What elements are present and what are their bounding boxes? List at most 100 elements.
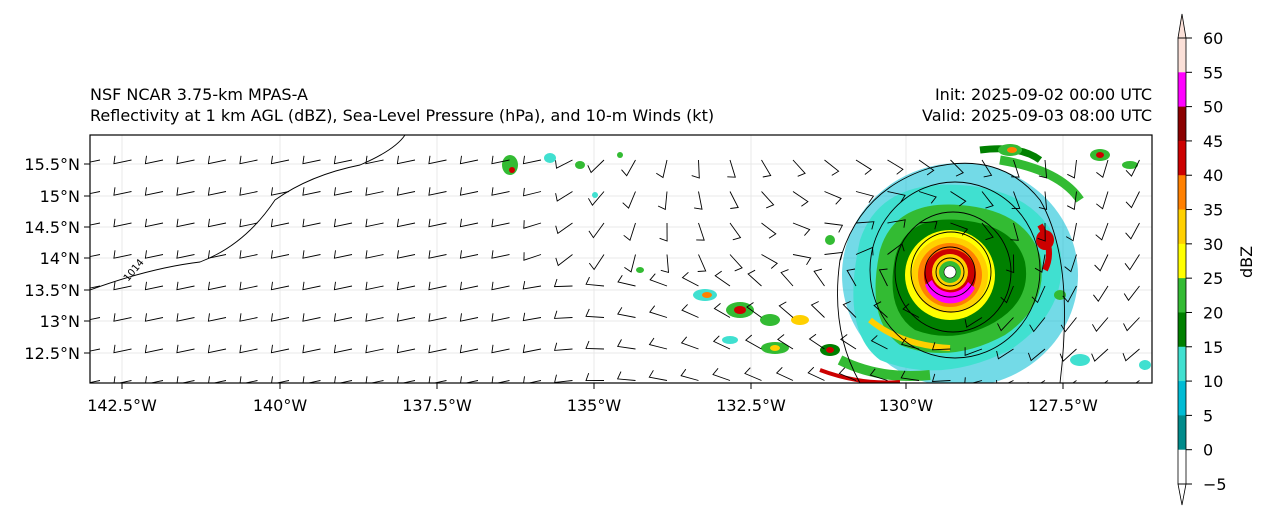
wind-barb: [1094, 254, 1109, 272]
lat-tick-label: 12.5°N: [24, 344, 80, 363]
wind-barb: [1125, 222, 1140, 240]
wind-barb: [1091, 348, 1109, 362]
model-name: NSF NCAR 3.75-km MPAS-A: [90, 85, 308, 104]
wind-barb: [523, 220, 542, 229]
lat-tick-label: 14°N: [40, 249, 80, 268]
wind-barb: [964, 317, 983, 328]
wind-barb: [428, 313, 447, 322]
wind-barb: [523, 376, 542, 383]
colorbar-tick-label: 35: [1203, 201, 1223, 220]
wind-barb: [1034, 254, 1046, 273]
colorbar-tick-label: 30: [1203, 235, 1223, 254]
wind-barb: [428, 187, 447, 196]
wind-barb: [176, 376, 195, 383]
colorbar-frame: [1177, 37, 1187, 485]
wind-barb: [239, 187, 258, 196]
wind-barb: [918, 159, 935, 176]
wind-barb: [302, 313, 321, 322]
wind-barb: [553, 310, 573, 319]
wind-barb: [523, 252, 542, 261]
wind-barb: [90, 254, 101, 258]
wind-barb: [302, 155, 321, 165]
wind-barb: [113, 313, 132, 322]
wind-barb: [333, 281, 353, 291]
wind-barb: [302, 250, 321, 259]
colorbar-swatch: [1178, 415, 1186, 451]
map-frame: [89, 134, 1153, 384]
wind-barb: [931, 373, 951, 382]
colorbar-swatch: [1178, 106, 1186, 142]
wind-barb: [270, 187, 290, 196]
wind-barb: [522, 312, 542, 322]
wind-barb: [694, 191, 703, 210]
wind-barb: [459, 344, 479, 354]
plot-title-left: NSF NCAR 3.75-km MPAS-A Reflectivity at …: [90, 85, 714, 127]
colorbar-swatch: [1178, 243, 1186, 279]
colorbar-swatch: [1178, 72, 1186, 108]
wind-barb: [997, 317, 1014, 332]
wind-barb: [176, 187, 195, 196]
wind-barb: [656, 159, 668, 179]
wind-barb: [176, 250, 195, 259]
wind-barb: [840, 334, 857, 350]
colorbar-swatch: [1178, 38, 1186, 73]
longitude-axis: 142.5°W 140°W 137.5°W 135°W 132.5°W 130°…: [87, 383, 1098, 415]
wind-barb: [396, 218, 416, 228]
wind-barb: [555, 254, 573, 267]
wind-barb: [1066, 191, 1077, 211]
wind-barb: [887, 159, 904, 175]
wind-barb: [302, 281, 321, 291]
wind-barb: [459, 250, 479, 259]
colorbar-swatch: [1178, 312, 1186, 348]
wind-barb: [714, 270, 731, 287]
wind-barb: [144, 218, 164, 228]
wind-barb: [964, 347, 983, 356]
wind-barb: [522, 155, 542, 165]
wind-barb: [729, 222, 742, 241]
wind-barb: [712, 335, 731, 350]
wind-barb: [950, 159, 964, 177]
wind-barb: [365, 344, 384, 354]
wind-barb: [239, 281, 258, 291]
colorbar-swatch: [1178, 175, 1186, 210]
colorbar-tick-label: 15: [1203, 338, 1223, 357]
wind-barb: [648, 370, 668, 381]
wind-barb: [585, 372, 605, 382]
wind-barb: [681, 304, 699, 318]
wind-barb: [270, 218, 290, 228]
wind-barb: [902, 303, 920, 318]
wind-barb: [90, 348, 101, 352]
wind-barb: [838, 367, 857, 381]
wind-barb: [1062, 285, 1077, 303]
wind-barb: [176, 218, 195, 228]
wind-barb: [585, 276, 605, 287]
wind-barb: [428, 155, 447, 165]
wind-barb: [810, 301, 825, 318]
lon-tick-label: 137.5°W: [402, 396, 472, 415]
wind-barb: [396, 344, 416, 354]
wind-barb: [588, 222, 605, 239]
wind-barb: [239, 155, 258, 165]
wind-barb: [621, 159, 636, 177]
wind-barb: [616, 339, 636, 350]
wind-barb: [623, 222, 636, 241]
wind-barb: [824, 191, 842, 205]
wind-barb: [824, 222, 844, 233]
wind-barb: [1000, 285, 1014, 304]
wind-barb: [1122, 348, 1140, 362]
wind-barb: [873, 301, 888, 318]
wind-barb: [918, 191, 937, 204]
wind-barb: [616, 371, 636, 381]
wind-barb: [90, 191, 101, 195]
wind-barb: [727, 159, 736, 178]
wind-barb: [144, 281, 164, 291]
colorbar-label: dBZ: [1237, 246, 1256, 278]
plot-title-right: Init: 2025-09-02 00:00 UTC Valid: 2025-0…: [922, 85, 1152, 127]
wind-barb: [270, 313, 290, 322]
wind-barb: [1059, 348, 1077, 362]
wind-barb: [761, 222, 777, 239]
wind-barb: [869, 368, 888, 381]
wind-barb: [824, 159, 840, 176]
wind-barb: [870, 335, 888, 350]
wind-barb: [887, 191, 906, 203]
